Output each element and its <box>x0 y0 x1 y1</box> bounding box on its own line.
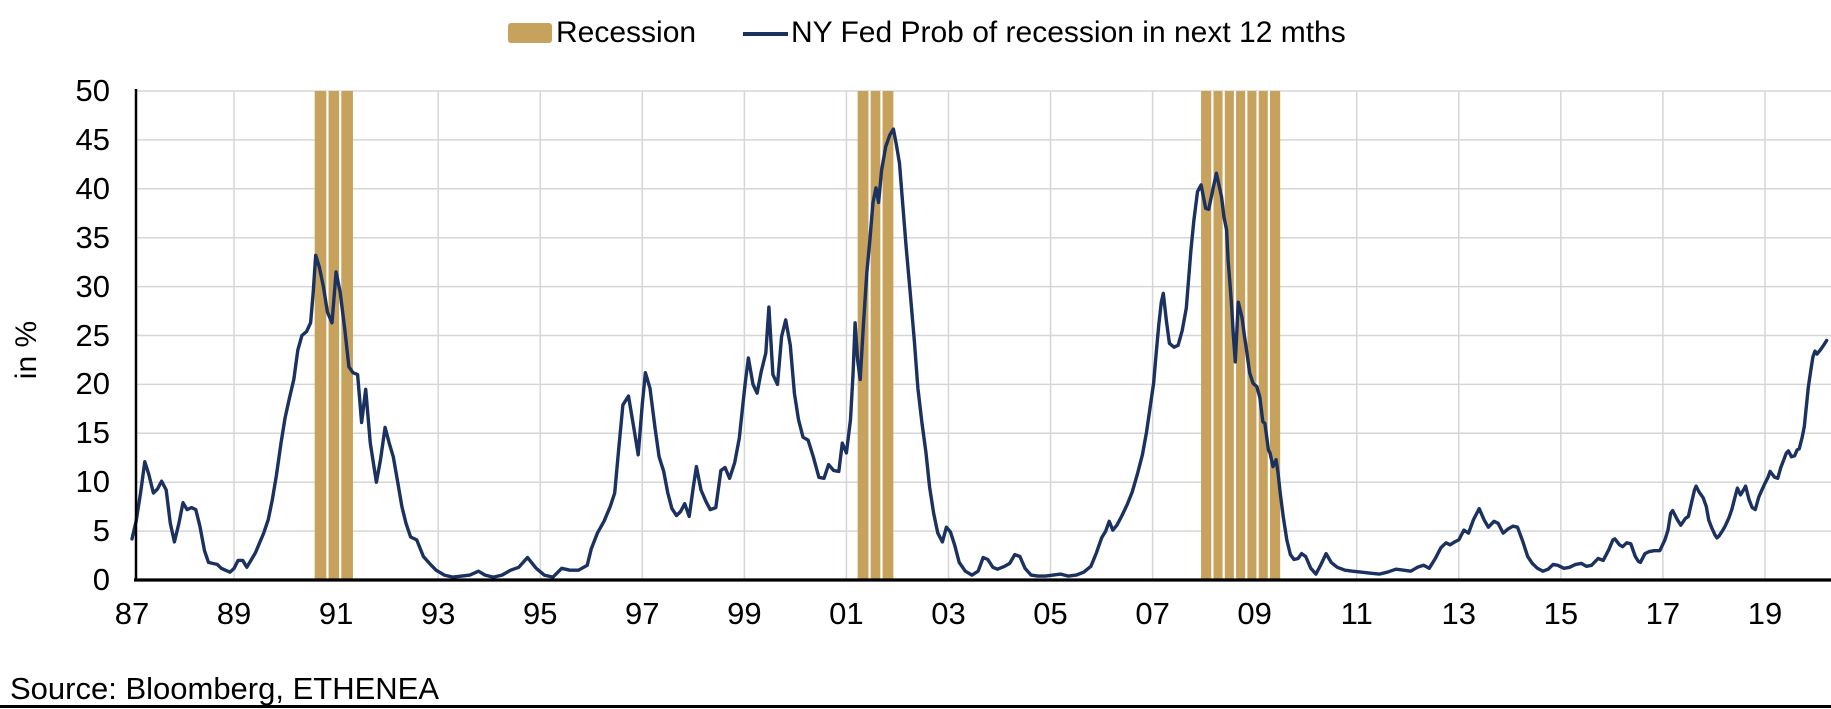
y-tick-label: 50 <box>75 73 110 108</box>
x-tick-label: 93 <box>420 596 456 631</box>
x-tick-label: 99 <box>727 596 762 631</box>
gridlines <box>136 90 1831 580</box>
y-tick-label: 15 <box>75 415 110 451</box>
y-tick-label: 30 <box>75 268 110 304</box>
series-legend-label: NY Fed Prob of recession in next 12 mths <box>791 16 1346 49</box>
x-tick-label: 19 <box>1747 596 1783 631</box>
recession-legend-label: Recession <box>556 16 697 49</box>
y-tick-label: 25 <box>75 317 110 353</box>
x-tick-label: 97 <box>625 596 660 631</box>
x-tick-label: 13 <box>1441 596 1476 631</box>
x-tick-label: 05 <box>1033 596 1068 631</box>
series-legend-line-icon <box>743 32 788 36</box>
y-tick-label: 20 <box>75 366 110 402</box>
y-tick-label: 10 <box>75 464 110 500</box>
x-tick-label: 91 <box>318 596 354 631</box>
x-tick-label: 15 <box>1543 596 1579 631</box>
x-tick-label: 01 <box>829 596 864 631</box>
recession-legend-swatch <box>508 23 552 43</box>
x-tick-label: 11 <box>1340 596 1373 631</box>
x-tick-label: 95 <box>522 596 558 631</box>
bottom-rule <box>0 705 1831 708</box>
y-tick-label: 45 <box>75 121 110 157</box>
recession-band <box>314 91 353 580</box>
probability-line <box>130 127 1829 579</box>
y-tick-label: 5 <box>92 513 110 549</box>
y-tick-label: 40 <box>75 170 110 206</box>
x-tick-label: 09 <box>1237 596 1272 631</box>
y-tick-label: 0 <box>92 562 110 597</box>
x-tick-label: 17 <box>1645 596 1681 631</box>
x-tick-label: 89 <box>216 596 252 631</box>
x-tick-label: 03 <box>931 596 966 631</box>
x-tick-label: 87 <box>114 596 150 631</box>
source-note: Source: Bloomberg, ETHENEA <box>10 671 440 706</box>
y-tick-label: 35 <box>75 219 110 255</box>
x-tick-label: 07 <box>1135 596 1170 631</box>
recession-band <box>1201 91 1281 580</box>
